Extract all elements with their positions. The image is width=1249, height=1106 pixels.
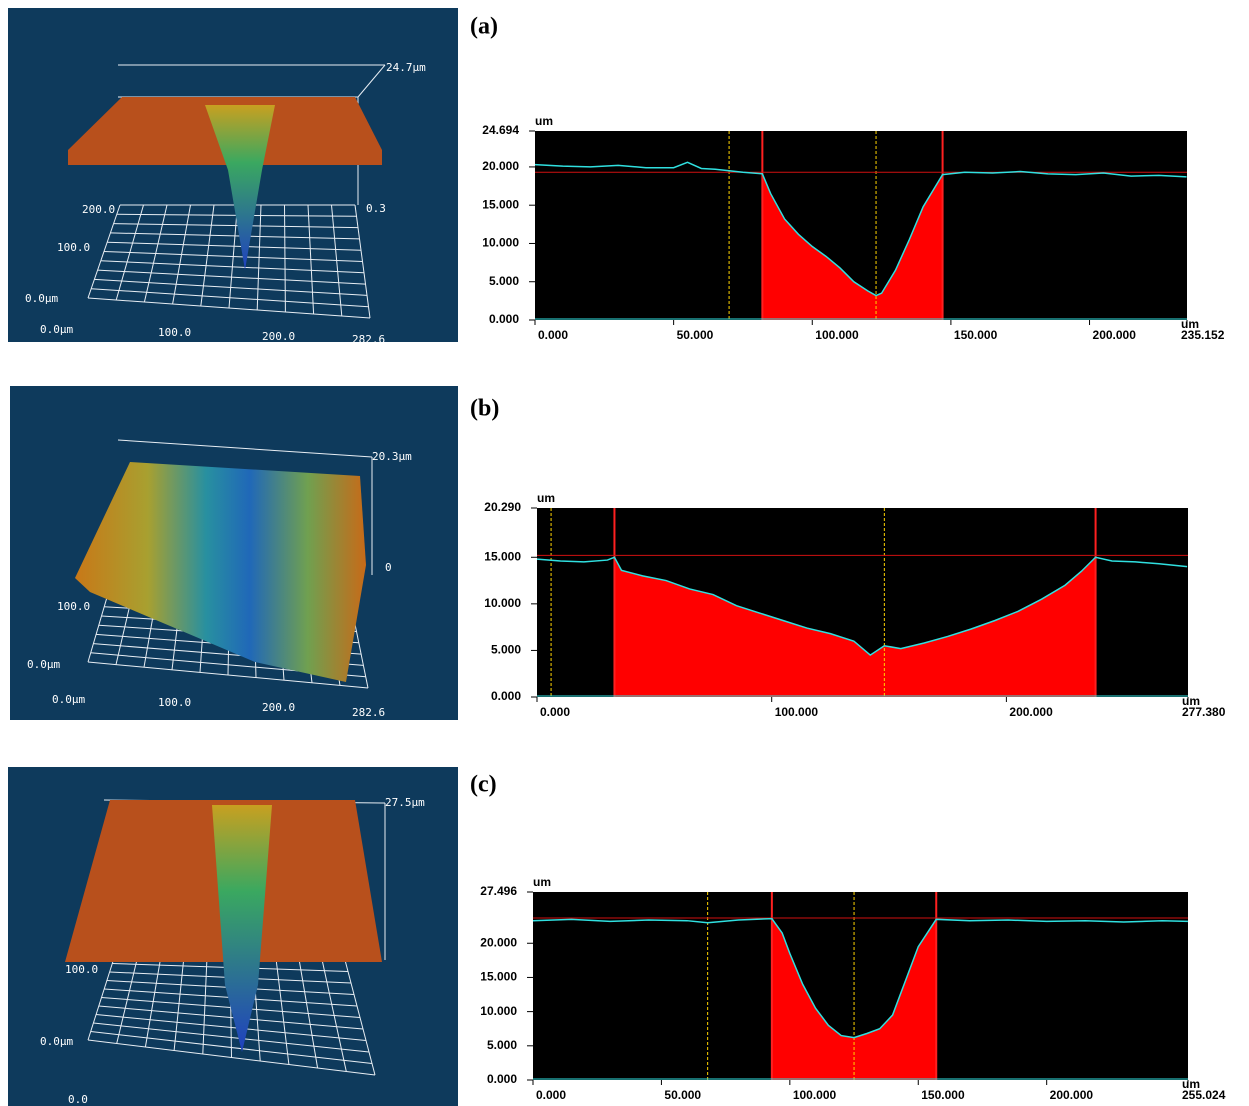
- y-unit: um: [533, 875, 551, 889]
- panel-label: (c): [470, 772, 497, 798]
- surface-label: 100.0: [57, 241, 90, 254]
- x-tick-label: 0.000: [540, 705, 570, 719]
- x-tick-label: 200.000: [1050, 1088, 1094, 1102]
- surface-label: 27.5μm: [385, 796, 425, 809]
- surface-label: 0.0μm: [25, 292, 58, 305]
- y-tick-label: 20.000: [482, 159, 519, 173]
- surface-label: 200.0: [262, 330, 295, 343]
- y-tick-label: 20.000: [480, 935, 517, 949]
- panel-label: (b): [470, 396, 499, 422]
- x-tick-label: 50.000: [677, 328, 714, 342]
- x-tick-label: 0.000: [538, 328, 568, 342]
- surface-label: 0.0μm: [27, 658, 60, 671]
- surface-label: 100.0: [158, 326, 191, 339]
- surface-label: 200.0: [82, 203, 115, 216]
- panel-label: (a): [470, 14, 498, 40]
- y-tick-label: 0.000: [491, 689, 521, 703]
- y-tick-label: 5.000: [489, 274, 519, 288]
- surface-label: 100.0: [57, 600, 90, 613]
- x-tick-label: 100.000: [793, 1088, 837, 1102]
- x-tick-label: 100.000: [815, 328, 859, 342]
- y-tick-label: 10.000: [484, 596, 521, 610]
- figure: 24.7μm 0.3 200.0 100.0 0.0μm 0.0μm 100.0 200.0 2…: [0, 0, 1249, 1106]
- surface-label: 0.0: [68, 1093, 88, 1106]
- surface-label: 20.3μm: [372, 450, 412, 463]
- surface-label: 100.0: [158, 696, 191, 709]
- y-tick-label: 15.000: [482, 197, 519, 211]
- surface-label: 0.0μm: [52, 693, 85, 706]
- surface-label: 0.0μm: [40, 323, 73, 336]
- y-tick-label: 15.000: [480, 970, 517, 984]
- surface-label: 282.6: [352, 333, 385, 346]
- y-tick-label: 10.000: [482, 236, 519, 250]
- y-tick-label: 27.496: [480, 884, 517, 898]
- x-tick-label: 50.000: [664, 1088, 701, 1102]
- y-unit: um: [535, 114, 553, 128]
- y-tick-label: 20.290: [484, 500, 521, 514]
- x-tick-label: 200.000: [1009, 705, 1053, 719]
- surface-label: 0.3: [366, 202, 386, 215]
- y-tick-label: 15.000: [484, 549, 521, 563]
- surface-label: 24.7μm: [386, 61, 426, 74]
- y-tick-label: 24.694: [482, 123, 519, 137]
- y-tick-label: 10.000: [480, 1004, 517, 1018]
- surface-label: 282.6: [352, 706, 385, 719]
- surface-label: 0: [385, 561, 392, 574]
- x-tick-label: 200.000: [1093, 328, 1137, 342]
- surface-label: 100.0: [65, 963, 98, 976]
- x-tick-label: 0.000: [536, 1088, 566, 1102]
- x-tick-label: 100.000: [775, 705, 819, 719]
- y-tick-label: 0.000: [489, 312, 519, 326]
- y-tick-label: 5.000: [491, 643, 521, 657]
- surface-label: 0.0μm: [40, 1035, 73, 1048]
- surface-label: 200.0: [262, 701, 295, 714]
- y-tick-label: 0.000: [487, 1072, 517, 1086]
- y-unit: um: [537, 491, 555, 505]
- x-tick-label: 150.000: [921, 1088, 965, 1102]
- y-tick-label: 5.000: [487, 1038, 517, 1052]
- x-tick-label: 150.000: [954, 328, 998, 342]
